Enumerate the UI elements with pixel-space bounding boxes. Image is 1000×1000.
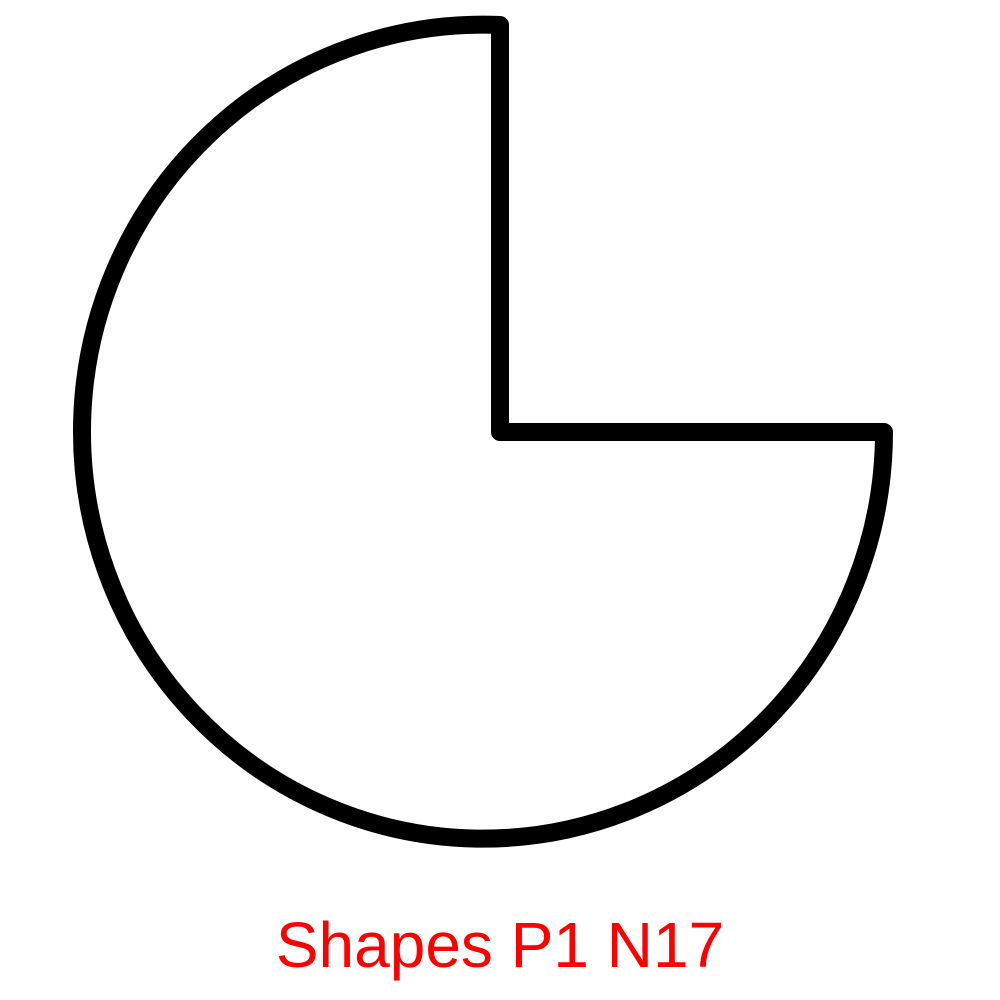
three-quarter-circle-shape <box>73 15 893 848</box>
shape-caption: Shapes P1 N17 <box>275 909 725 981</box>
